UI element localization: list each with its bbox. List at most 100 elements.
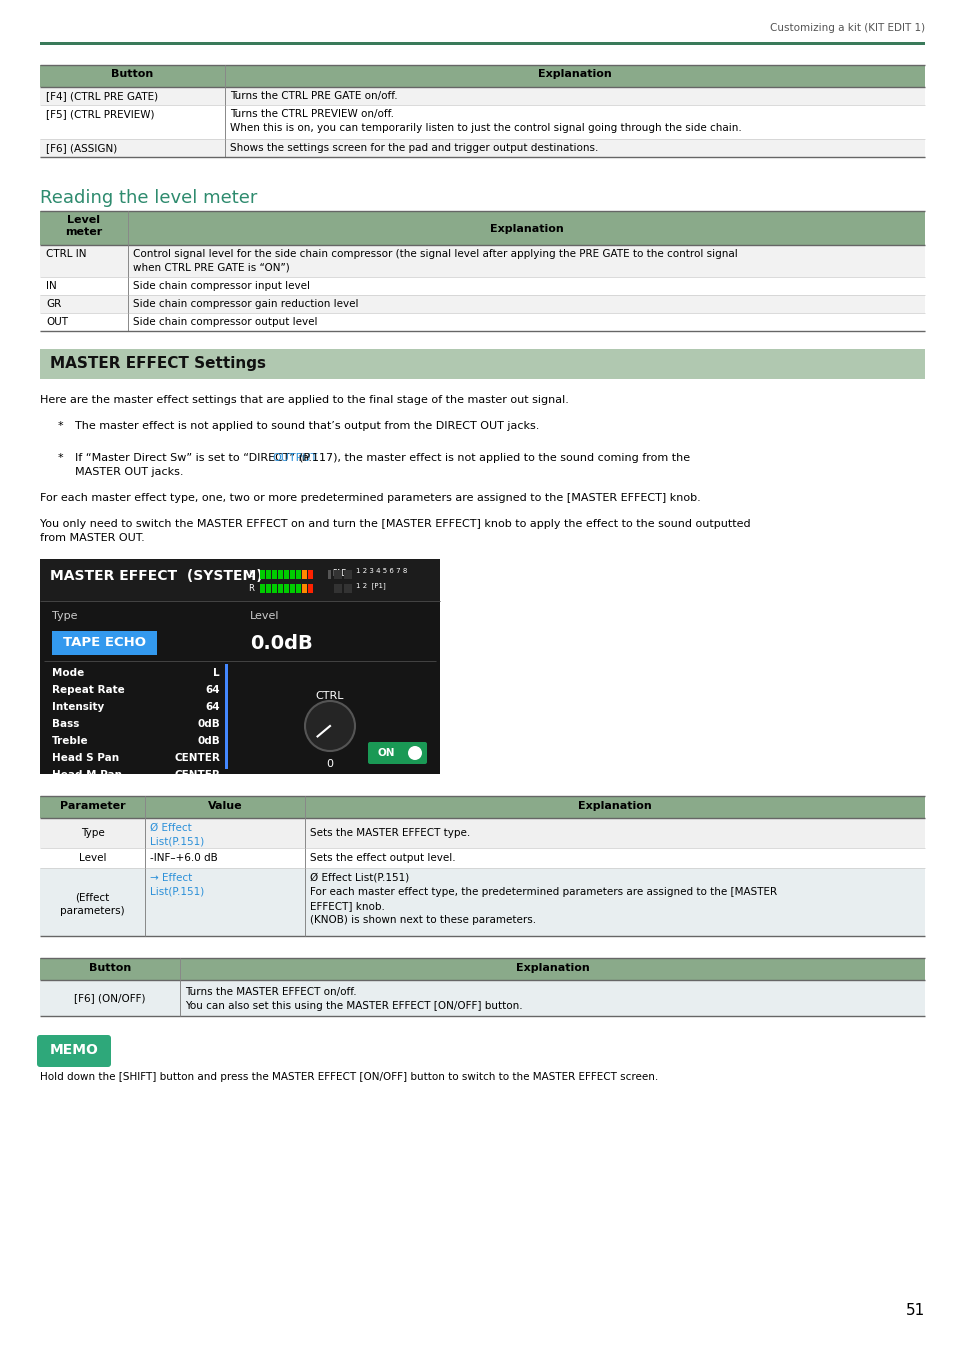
Bar xyxy=(295,585,301,593)
Text: CENTER: CENTER xyxy=(174,753,220,763)
Bar xyxy=(302,585,307,593)
Text: For each master effect type, the predetermined parameters are assigned to the [M: For each master effect type, the predete… xyxy=(310,887,777,896)
Text: Sets the MASTER EFFECT type.: Sets the MASTER EFFECT type. xyxy=(310,828,470,838)
Bar xyxy=(40,796,924,818)
Text: Treble: Treble xyxy=(52,736,89,747)
Bar xyxy=(40,86,924,105)
Bar xyxy=(40,559,439,774)
Text: For each master effect type, one, two or more predetermined parameters are assig: For each master effect type, one, two or… xyxy=(40,493,700,504)
Text: Explanation: Explanation xyxy=(515,963,589,973)
Bar xyxy=(302,570,307,579)
Bar xyxy=(225,664,228,770)
Text: [F5] (CTRL PREVIEW): [F5] (CTRL PREVIEW) xyxy=(46,109,154,119)
Circle shape xyxy=(305,701,355,751)
Bar xyxy=(40,868,924,936)
Bar xyxy=(284,585,289,593)
Text: Sets the effect output level.: Sets the effect output level. xyxy=(310,853,456,863)
Text: when CTRL PRE GATE is “ON”): when CTRL PRE GATE is “ON”) xyxy=(132,263,290,273)
Text: List(P.151): List(P.151) xyxy=(150,837,204,846)
Text: 0: 0 xyxy=(326,759,334,769)
Text: Side chain compressor gain reduction level: Side chain compressor gain reduction lev… xyxy=(132,298,358,309)
Text: MASTER OUT jacks.: MASTER OUT jacks. xyxy=(75,467,183,477)
Text: OUTPUT: OUTPUT xyxy=(272,454,317,463)
Bar xyxy=(302,585,307,593)
Bar xyxy=(40,296,924,313)
Text: You only need to switch the MASTER EFFECT on and turn the [MASTER EFFECT] knob t: You only need to switch the MASTER EFFEC… xyxy=(40,518,750,529)
Text: CENTER: CENTER xyxy=(174,769,220,780)
Text: Ø Effect: Ø Effect xyxy=(150,824,192,833)
Text: Button: Button xyxy=(89,963,131,973)
Text: [F4] (CTRL PRE GATE): [F4] (CTRL PRE GATE) xyxy=(46,90,158,101)
FancyBboxPatch shape xyxy=(368,743,427,764)
Text: Side chain compressor output level: Side chain compressor output level xyxy=(132,317,317,327)
Text: Button: Button xyxy=(112,69,153,80)
Text: 0.0dB: 0.0dB xyxy=(250,634,313,653)
Text: EFFECT] knob.: EFFECT] knob. xyxy=(310,900,384,911)
Bar xyxy=(266,570,271,579)
Bar xyxy=(40,244,924,277)
Text: Head M Pan: Head M Pan xyxy=(52,769,122,780)
Text: TAPE ECHO: TAPE ECHO xyxy=(63,636,146,649)
Text: ON: ON xyxy=(377,748,395,757)
Text: Type: Type xyxy=(81,828,104,838)
Text: R: R xyxy=(248,585,253,593)
Text: Turns the CTRL PRE GATE on/off.: Turns the CTRL PRE GATE on/off. xyxy=(230,90,397,101)
Text: Parameter: Parameter xyxy=(60,801,125,811)
Bar xyxy=(344,585,352,593)
Bar xyxy=(40,211,924,244)
Text: 1 2  [P1]: 1 2 [P1] xyxy=(355,582,385,589)
Bar xyxy=(40,139,924,157)
Text: [F6] (ON/OFF): [F6] (ON/OFF) xyxy=(74,994,146,1003)
Text: MEMO: MEMO xyxy=(50,1044,98,1057)
Text: Customizing a kit (KIT EDIT 1): Customizing a kit (KIT EDIT 1) xyxy=(769,23,924,32)
Text: Explanation: Explanation xyxy=(578,801,651,811)
Text: *: * xyxy=(58,421,64,431)
Bar xyxy=(284,570,289,579)
Bar xyxy=(344,570,352,579)
Bar xyxy=(272,570,276,579)
Text: Level: Level xyxy=(79,853,106,863)
Text: Type: Type xyxy=(52,612,77,621)
Text: (Effect
parameters): (Effect parameters) xyxy=(60,892,125,917)
Bar xyxy=(308,570,313,579)
Text: Control signal level for the side chain compressor (the signal level after apply: Control signal level for the side chain … xyxy=(132,248,737,259)
Bar xyxy=(266,585,271,593)
Text: Repeat Rate: Repeat Rate xyxy=(52,684,125,695)
Bar xyxy=(308,570,313,579)
Circle shape xyxy=(408,747,421,760)
Text: 64: 64 xyxy=(205,684,220,695)
Text: -INF–+6.0 dB: -INF–+6.0 dB xyxy=(150,853,217,863)
Bar xyxy=(40,42,924,45)
Text: Mode: Mode xyxy=(52,668,84,678)
Text: Level
meter: Level meter xyxy=(66,215,103,238)
Text: (KNOB) is shown next to these parameters.: (KNOB) is shown next to these parameters… xyxy=(310,915,536,925)
Text: List(P.151): List(P.151) xyxy=(150,887,204,896)
Bar xyxy=(40,105,924,139)
Text: Here are the master effect settings that are applied to the final stage of the m: Here are the master effect settings that… xyxy=(40,396,568,405)
Bar xyxy=(40,818,924,848)
Bar xyxy=(40,65,924,86)
Text: MASTER EFFECT  (SYSTEM): MASTER EFFECT (SYSTEM) xyxy=(50,568,262,583)
Bar xyxy=(334,570,341,579)
Text: Explanation: Explanation xyxy=(537,69,611,80)
Text: When this is on, you can temporarily listen to just the control signal going thr: When this is on, you can temporarily lis… xyxy=(230,123,741,134)
Bar xyxy=(290,570,294,579)
Bar xyxy=(308,585,313,593)
Bar xyxy=(295,570,301,579)
Text: Value: Value xyxy=(208,801,242,811)
Text: Explanation: Explanation xyxy=(489,224,563,234)
Text: IN: IN xyxy=(46,281,56,292)
Bar xyxy=(260,570,265,579)
Text: OUT: OUT xyxy=(46,317,68,327)
Text: (P.117), the master effect is not applied to the sound coming from the: (P.117), the master effect is not applie… xyxy=(298,454,689,463)
Bar xyxy=(328,570,331,579)
Bar xyxy=(40,559,439,601)
Bar xyxy=(40,277,924,296)
Text: Level: Level xyxy=(250,612,279,621)
Text: Intensity: Intensity xyxy=(52,702,104,711)
Text: Turns the MASTER EFFECT on/off.: Turns the MASTER EFFECT on/off. xyxy=(185,987,356,998)
Text: Head S Pan: Head S Pan xyxy=(52,753,119,763)
Text: MASTER EFFECT Settings: MASTER EFFECT Settings xyxy=(50,356,266,371)
Text: If “Master Direct Sw” is set to “DIRECT” in: If “Master Direct Sw” is set to “DIRECT”… xyxy=(75,454,312,463)
Text: Turns the CTRL PREVIEW on/off.: Turns the CTRL PREVIEW on/off. xyxy=(230,109,394,119)
